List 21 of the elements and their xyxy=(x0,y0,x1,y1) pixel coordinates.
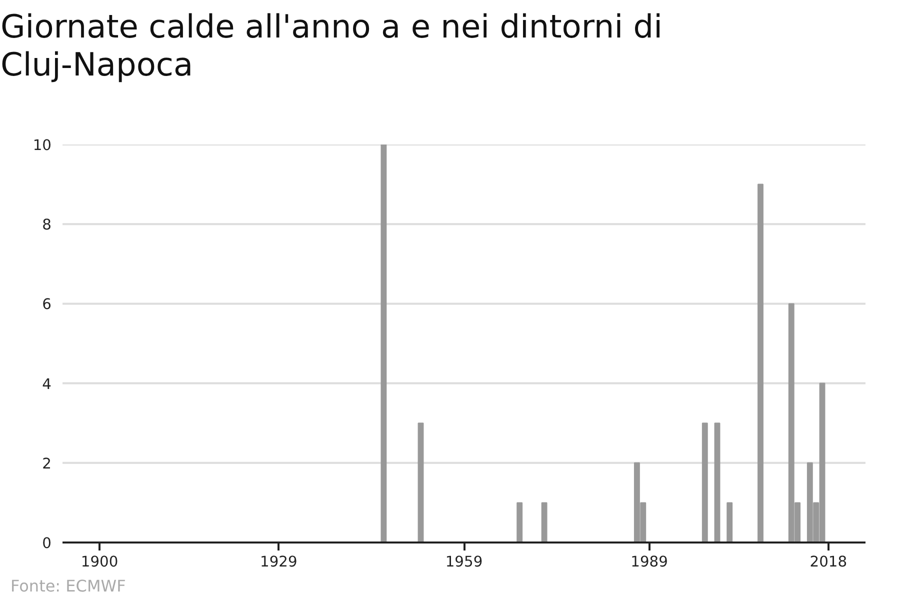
bar xyxy=(380,144,387,542)
y-tick-label: 8 xyxy=(42,216,52,234)
y-tick-label: 10 xyxy=(32,137,52,154)
bar xyxy=(758,184,764,542)
y-tick-label: 0 xyxy=(42,535,52,552)
x-tick-label: 1929 xyxy=(260,554,298,570)
x-tick-label: 1900 xyxy=(80,554,118,570)
chart-title: Giornate calde all'anno a e nei dintorni di Cluj-Napoca xyxy=(0,8,662,84)
bar xyxy=(726,502,733,542)
x-tick-label: 1989 xyxy=(630,554,668,570)
y-tick-label: 4 xyxy=(42,376,52,393)
x-tick-label: 2018 xyxy=(810,554,848,570)
bar xyxy=(702,422,708,542)
bar xyxy=(714,422,720,542)
x-tick-label: 1959 xyxy=(445,554,483,570)
bar xyxy=(541,502,548,542)
source-note: Fonte: ECMWF xyxy=(10,576,126,596)
bar xyxy=(516,502,523,542)
y-tick-label: 2 xyxy=(42,455,52,472)
bar xyxy=(418,422,424,542)
y-tick-label: 6 xyxy=(42,296,52,314)
